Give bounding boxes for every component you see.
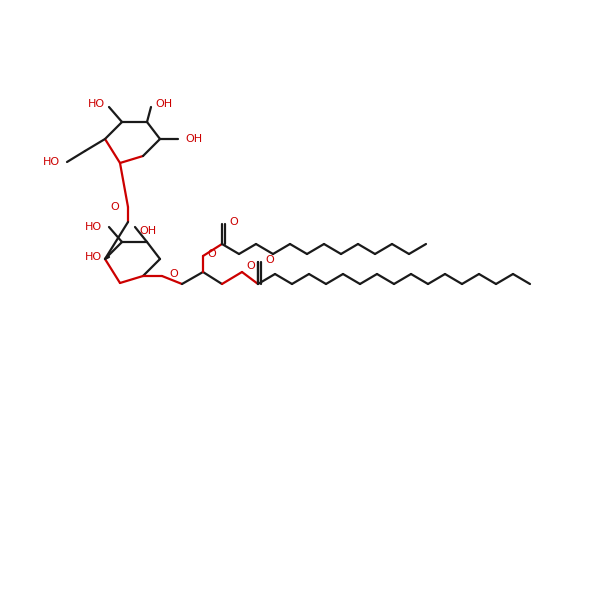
Text: OH: OH bbox=[185, 134, 202, 144]
Text: OH: OH bbox=[139, 226, 156, 236]
Text: HO: HO bbox=[43, 157, 60, 167]
Text: HO: HO bbox=[85, 252, 102, 262]
Text: O: O bbox=[110, 202, 119, 212]
Text: O: O bbox=[246, 261, 255, 271]
Text: HO: HO bbox=[85, 222, 102, 232]
Text: O: O bbox=[207, 249, 216, 259]
Text: O: O bbox=[229, 217, 238, 227]
Text: O: O bbox=[265, 255, 274, 265]
Text: O: O bbox=[169, 269, 178, 279]
Text: OH: OH bbox=[155, 99, 172, 109]
Text: HO: HO bbox=[88, 99, 105, 109]
